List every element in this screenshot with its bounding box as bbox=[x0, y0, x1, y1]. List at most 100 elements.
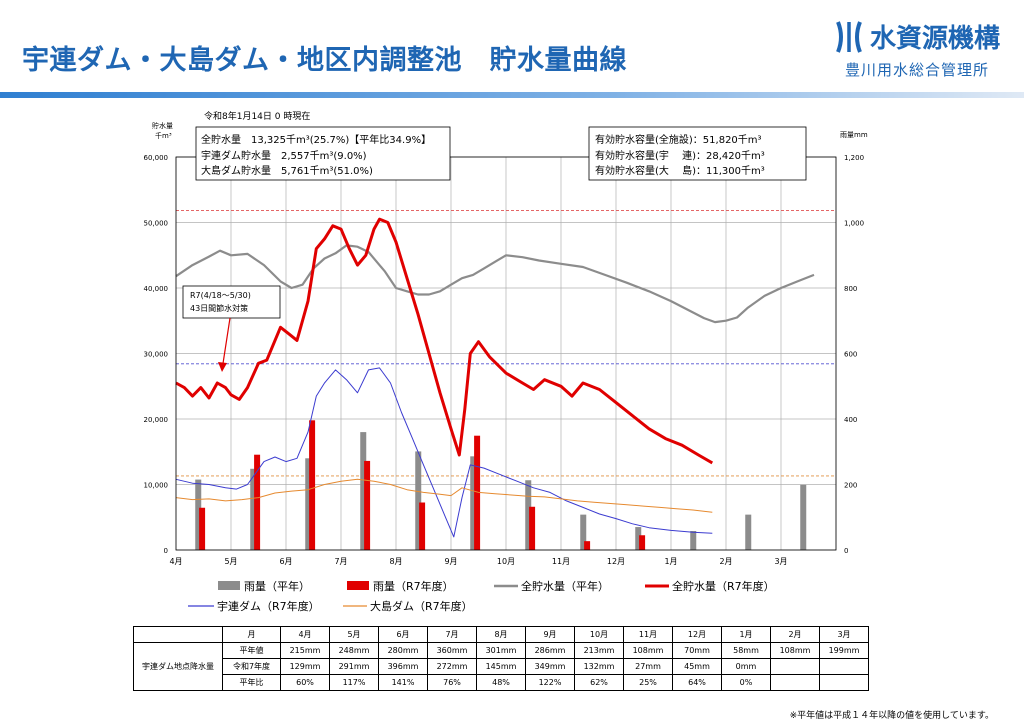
table-cell: 64% bbox=[672, 674, 722, 691]
x-tick-month: 10月 bbox=[497, 557, 515, 566]
x-tick-month: 3月 bbox=[774, 557, 787, 566]
bar-rain-normal bbox=[580, 514, 587, 550]
table-cell: 0% bbox=[721, 674, 771, 691]
legend-ure: 宇連ダム（R7年度） bbox=[217, 599, 320, 613]
table-cell: 141% bbox=[378, 674, 428, 691]
info-box-right bbox=[588, 126, 807, 181]
annotation-arrowhead bbox=[218, 362, 227, 372]
info-capacity-ure: 有効貯水容量(宇 連)：28,420千m³ bbox=[595, 149, 765, 162]
bar-rain-normal bbox=[690, 531, 697, 550]
x-tick-month: 6月 bbox=[279, 557, 292, 566]
legend-rain-normal: 雨量（平年） bbox=[244, 579, 310, 593]
table-month: 4月 bbox=[280, 626, 330, 643]
y-tick-left: 30,000 bbox=[144, 351, 169, 359]
y-tick-right: 600 bbox=[844, 351, 857, 359]
bar-rain-r7 bbox=[529, 506, 536, 550]
table-month: 7月 bbox=[427, 626, 477, 643]
table-cell: 76% bbox=[427, 674, 477, 691]
info-box-left bbox=[195, 126, 451, 181]
bar-rain-r7 bbox=[309, 420, 316, 550]
info-total-storage: 全貯水量 13,325千m³(25.7%)【平年比34.9%】 bbox=[201, 133, 431, 146]
storage-curve-chart: 0 0 10,000 200 20,000 400 30,000 600 40,000 800 50… bbox=[144, 110, 868, 613]
info-oshima-storage: 大島ダム貯水量 5,761千m³(51.0%) bbox=[201, 164, 373, 177]
y-tick-right: 1,000 bbox=[844, 220, 864, 228]
bar-rain-normal bbox=[635, 527, 642, 550]
bar-rain-normal bbox=[250, 468, 257, 550]
table-cell: 45mm bbox=[672, 658, 722, 675]
table-month: 8月 bbox=[476, 626, 526, 643]
table-cell: 349mm bbox=[525, 658, 575, 675]
annotation-measure: 43日間節水対策 bbox=[190, 303, 248, 313]
bar-rain-r7 bbox=[364, 460, 371, 550]
info-ure-storage: 宇連ダム貯水量 2,557千m³(9.0%) bbox=[201, 149, 367, 162]
table-row: 宇連ダム地点降水量 平年値 215mm 248mm 280mm 360mm 301mm 2… bbox=[133, 642, 869, 691]
table-cell: 213mm bbox=[574, 642, 624, 659]
x-tick-month: 11月 bbox=[552, 557, 570, 566]
rain-bars bbox=[195, 420, 807, 550]
bar-rain-normal bbox=[360, 432, 367, 550]
table-cell: 286mm bbox=[525, 642, 575, 659]
table-cell bbox=[770, 674, 820, 691]
bar-rain-r7 bbox=[584, 541, 591, 550]
y-axis-left-unit: 千m³ bbox=[155, 131, 172, 140]
table-cell: 145mm bbox=[476, 658, 526, 675]
y-tick-right: 800 bbox=[844, 285, 857, 293]
x-tick-month: 9月 bbox=[444, 557, 457, 566]
table-cell: 48% bbox=[476, 674, 526, 691]
y-tick-right: 200 bbox=[844, 482, 857, 490]
chart-axes: 0 0 10,000 200 20,000 400 30,000 600 40,000 800 50… bbox=[144, 154, 865, 566]
legend-total-r7: 全貯水量（R7年度） bbox=[672, 579, 775, 593]
x-tick-month: 12月 bbox=[607, 557, 625, 566]
table-row-label: 平年比 bbox=[222, 674, 281, 691]
y-axis-right-label: 雨量mm bbox=[840, 131, 868, 139]
bar-rain-r7 bbox=[639, 535, 646, 550]
x-tick-month: 1月 bbox=[664, 557, 677, 566]
table-cell: 0mm bbox=[721, 658, 771, 675]
table-row-title: 宇連ダム地点降水量 bbox=[133, 642, 223, 691]
table-row: 平年比 60% 117% 141% 76% 48% 122% 62% 25% 64% 0% bbox=[134, 674, 869, 691]
footnote: ※平年値は平成１４年以降の値を使用しています。 bbox=[789, 711, 994, 721]
table-cell: 70mm bbox=[672, 642, 722, 659]
table-row-label: 平年値 bbox=[222, 642, 281, 659]
water-agency-logo-icon bbox=[836, 20, 862, 53]
table-header-month: 月 bbox=[222, 626, 281, 643]
table-cell: 27mm bbox=[623, 658, 673, 675]
y-tick-right: 0 bbox=[844, 547, 848, 555]
bar-rain-normal bbox=[525, 480, 532, 550]
x-tick-month: 2月 bbox=[719, 557, 732, 566]
legend-oshima: 大島ダム（R7年度） bbox=[370, 599, 473, 613]
legend-total-normal: 全貯水量（平年） bbox=[521, 579, 609, 593]
legend-rain-r7: 雨量（R7年度） bbox=[373, 579, 454, 593]
table-header-row: 月 4月 5月 6月 7月 8月 9月 10月 11月 12月 1月 2月 3月 bbox=[133, 626, 869, 643]
table-cell: 117% bbox=[329, 674, 379, 691]
y-tick-left: 60,000 bbox=[144, 154, 169, 162]
legend-swatch-rain-normal bbox=[218, 581, 240, 590]
bar-rain-r7 bbox=[474, 435, 481, 550]
bar-rain-normal bbox=[470, 456, 477, 550]
table-cell: 272mm bbox=[427, 658, 477, 675]
storage-lines bbox=[175, 217, 815, 538]
table-cell: 291mm bbox=[329, 658, 379, 675]
chart-grid bbox=[175, 156, 837, 551]
table-cell bbox=[819, 674, 869, 691]
y-tick-right: 1,200 bbox=[844, 154, 864, 162]
table-cell bbox=[819, 658, 869, 675]
table-row: 令和7年度 129mm 291mm 396mm 272mm 145mm 349mm 132m… bbox=[134, 658, 869, 675]
bar-rain-normal bbox=[195, 479, 202, 550]
x-tick-month: 4月 bbox=[169, 557, 182, 566]
y-tick-right: 400 bbox=[844, 416, 857, 424]
bar-rain-normal bbox=[745, 514, 752, 550]
table-cell: 199mm bbox=[819, 642, 869, 659]
table-month: 5月 bbox=[329, 626, 379, 643]
y-tick-left: 20,000 bbox=[144, 416, 169, 424]
table-cell: 58mm bbox=[721, 642, 771, 659]
series-line bbox=[175, 217, 714, 465]
table-cell: 122% bbox=[525, 674, 575, 691]
table-cell bbox=[770, 658, 820, 675]
table-row-label: 令和7年度 bbox=[222, 658, 281, 675]
legend-swatch-rain-r7 bbox=[347, 581, 369, 590]
table-cell: 60% bbox=[280, 674, 330, 691]
info-capacity-all: 有効貯水容量(全施設)：51,820千m³ bbox=[595, 133, 762, 146]
table-month: 11月 bbox=[623, 626, 673, 643]
series-line bbox=[175, 244, 815, 324]
